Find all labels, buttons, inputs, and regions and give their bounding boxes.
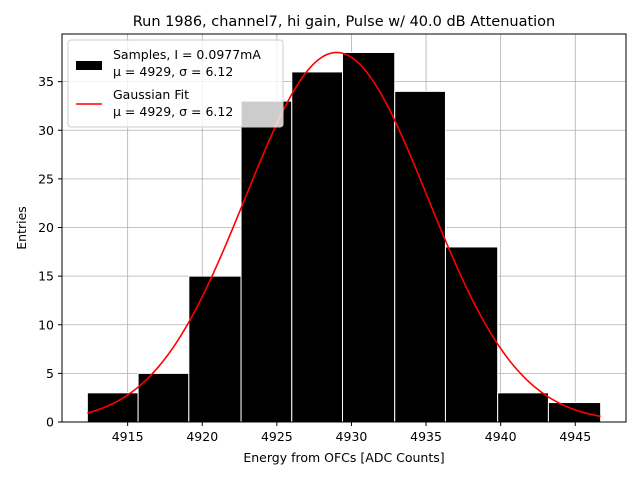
x-tick-label: 4915 (112, 429, 144, 444)
histogram-bars (86, 51, 602, 423)
x-tick-label: 4940 (485, 429, 517, 444)
x-tick-label: 4945 (559, 429, 591, 444)
histogram-bar (240, 100, 293, 423)
y-tick-label: 0 (46, 415, 54, 430)
histogram-bar (497, 392, 549, 423)
legend-box (67, 39, 284, 128)
y-tick-label: 15 (38, 269, 54, 284)
histogram-bar (291, 71, 344, 423)
y-tick-label: 5 (46, 366, 54, 381)
histogram-bar (394, 90, 446, 423)
histogram-bar (86, 392, 139, 423)
legend-fit-stats: μ = 4929, σ = 6.12 (113, 104, 233, 119)
gaussian-fit-curve (87, 51, 601, 418)
y-tick-label: 35 (38, 74, 54, 89)
x-tick-label: 4925 (261, 429, 293, 444)
histogram-bar (188, 275, 242, 423)
histogram-bar (547, 402, 602, 423)
x-axis-label: Energy from OFCs [ADC Counts] (243, 450, 444, 465)
legend-fit-label: Gaussian Fit (113, 87, 189, 102)
y-axis-ticks: 0 5 10 15 20 25 30 35 (38, 74, 62, 430)
y-tick-label: 30 (38, 123, 54, 138)
legend-samples-label: Samples, I = 0.0977mA (113, 47, 261, 62)
legend-samples-swatch (76, 61, 102, 70)
y-tick-label: 25 (38, 171, 54, 186)
x-tick-label: 4930 (336, 429, 368, 444)
y-tick-label: 10 (38, 317, 54, 332)
y-axis-label: Entries (14, 206, 29, 250)
histogram-bar (342, 51, 396, 423)
x-tick-label: 4920 (186, 429, 218, 444)
histogram-bar (137, 372, 190, 423)
x-axis-ticks: 4915 4920 4925 4930 4935 4940 4945 (112, 422, 591, 444)
legend: Samples, I = 0.0977mA μ = 4929, σ = 6.12… (67, 39, 284, 128)
legend-samples-stats: μ = 4929, σ = 6.12 (113, 64, 233, 79)
x-tick-label: 4935 (410, 429, 442, 444)
y-tick-label: 20 (38, 220, 54, 235)
histogram-bar (444, 246, 499, 423)
chart-title: Run 1986, channel7, hi gain, Pulse w/ 40… (133, 14, 556, 30)
